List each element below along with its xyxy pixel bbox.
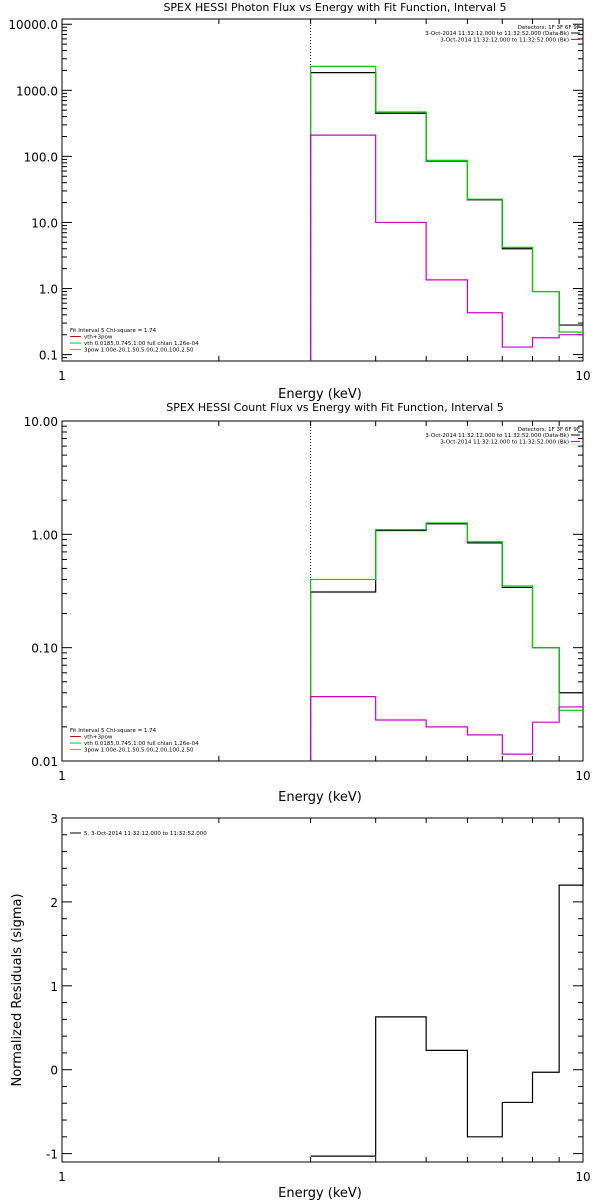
x-axis-label: Energy (keV) [278, 790, 362, 805]
plot-frame [61, 18, 584, 362]
legend-entry: 3-Oct-2014 11:32:12.000 to 11:32:52.000 … [440, 38, 569, 44]
y-tick-label: 10000.0 [8, 18, 58, 32]
photon-flux-panel: SPEX HESSI Photon Flux vs Energy with Fi… [8, 1, 590, 402]
series-0-line [309, 523, 583, 761]
legend-entry: Fit Interval 5 Chi-square = 1.74 [70, 328, 157, 334]
legend-entry: 3pow 1.00e-20,1.50,5.00,2.00,100,2.50 [84, 348, 194, 354]
y-tick-label: 2 [50, 896, 58, 910]
y-tick-label: 0 [50, 1064, 58, 1078]
legend-entry: vth+3pow [84, 335, 113, 341]
plot-frame [61, 420, 584, 762]
legend-entry: 5. 3-Oct-2014 11:32:12.000 to 11:32:52.0… [84, 831, 207, 837]
y-tick-label: 100.0 [24, 150, 58, 164]
x-axis-label: Energy (keV) [278, 1186, 362, 1200]
legend-entry: vth 0.0185,0.745,1.00 full chian 1.26e-0… [84, 741, 199, 747]
legend-entry: vth 0.0185,0.745,1.00 full chian 1.26e-0… [84, 341, 199, 347]
residuals-panel: Energy (keV) Normalized Residuals (sigma… [10, 812, 591, 1200]
series-1-line [309, 65, 583, 361]
x-tick-label: 1 [58, 1170, 66, 1184]
y-tick-label: 0.01 [31, 755, 58, 769]
x-tick-label: 10 [575, 769, 590, 783]
legend-entry: 3-Oct-2014 11:32:12.000 to 11:32:52.000 … [440, 440, 569, 446]
legend-entry: 3pow 1.00e-20,1.50,5.00,2.00,100,2.50 [84, 748, 194, 754]
series-2-line [309, 134, 583, 361]
chart-title: SPEX HESSI Photon Flux vs Energy with Fi… [163, 1, 506, 14]
legend-entry: vth+3pow [84, 735, 113, 741]
x-tick-label: 1 [58, 769, 66, 783]
count-flux-panel: SPEX HESSI Count Flux vs Energy with Fit… [24, 401, 591, 805]
x-tick-label: 10 [575, 1170, 590, 1184]
detectors-label: Detectors: 1F 3F 6F 9F [518, 25, 580, 31]
series-2-line [309, 696, 583, 761]
x-tick-label: 10 [575, 369, 590, 383]
y-tick-label: 1 [50, 980, 58, 994]
y-axis-label: Normalized Residuals (sigma) [10, 893, 25, 1086]
x-axis-label: Energy (keV) [278, 387, 362, 402]
x-tick-label: 1 [58, 369, 66, 383]
series-0-line [309, 72, 583, 361]
y-tick-label: 10.00 [24, 415, 58, 429]
y-tick-label: 1.00 [31, 528, 58, 542]
chart-title: SPEX HESSI Count Flux vs Energy with Fit… [166, 401, 503, 414]
y-tick-label: 1000.0 [16, 84, 58, 98]
detectors-label: Detectors: 1F 3F 6F 9F [518, 427, 580, 433]
y-tick-label: 0.1 [39, 349, 58, 363]
legend-entry: 3-Oct-2014 11:32:12.000 to 11:32:52.000 … [425, 433, 569, 439]
y-tick-label: 0.10 [31, 642, 58, 656]
series-1-line [309, 522, 583, 761]
plot-frame [61, 817, 584, 1163]
series-0-line [310, 818, 584, 1157]
y-tick-label: -1 [46, 1148, 58, 1162]
y-tick-label: 10.0 [31, 216, 58, 230]
y-tick-label: 1.0 [39, 283, 58, 297]
legend-entry: Fit Interval 5 Chi-square = 1.74 [70, 728, 157, 734]
y-tick-label: 3 [50, 812, 58, 826]
legend-entry: 3-Oct-2014 11:32:12.000 to 11:32:52.000 … [425, 31, 569, 37]
